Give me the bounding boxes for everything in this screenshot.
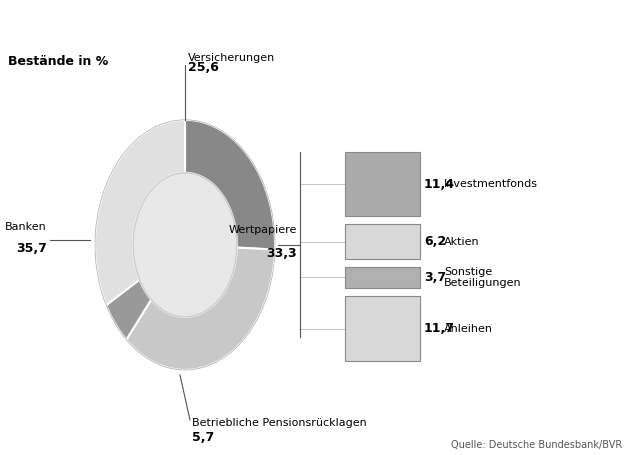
Text: 5,7: 5,7	[192, 431, 214, 444]
Text: Bestände in %: Bestände in %	[8, 55, 108, 68]
Text: Wertpapiere: Wertpapiere	[229, 225, 297, 235]
Text: Banken: Banken	[5, 222, 47, 232]
Bar	[345, 267, 420, 288]
Text: Betriebliche Pensionsrücklagen: Betriebliche Pensionsrücklagen	[192, 418, 367, 428]
Text: Quelle: Deutsche Bundesbank/BVR: Quelle: Deutsche Bundesbank/BVR	[450, 440, 622, 450]
Text: Das Geldvermögen der Bundesbürger 2004: Das Geldvermögen der Bundesbürger 2004	[11, 14, 535, 34]
Text: 25,6: 25,6	[188, 61, 219, 74]
Bar	[345, 296, 420, 361]
Text: 11,7: 11,7	[424, 322, 455, 335]
Text: 6,2: 6,2	[424, 235, 446, 248]
Ellipse shape	[133, 173, 237, 317]
Text: 35,7: 35,7	[16, 242, 47, 255]
Bar	[345, 152, 420, 216]
Bar	[345, 224, 420, 259]
Polygon shape	[185, 120, 275, 250]
Text: Anleihen: Anleihen	[444, 324, 493, 334]
Text: Aktien: Aktien	[444, 237, 479, 247]
Text: Investmentfonds: Investmentfonds	[444, 179, 538, 189]
Text: 33,3: 33,3	[266, 247, 297, 260]
Text: Versicherungen: Versicherungen	[188, 53, 275, 63]
Text: Sonstige
Beteiligungen: Sonstige Beteiligungen	[444, 267, 522, 288]
Polygon shape	[95, 120, 185, 305]
Text: 3,7: 3,7	[424, 271, 446, 284]
Polygon shape	[106, 279, 151, 340]
Text: 11,4: 11,4	[424, 178, 455, 191]
Polygon shape	[127, 248, 275, 370]
